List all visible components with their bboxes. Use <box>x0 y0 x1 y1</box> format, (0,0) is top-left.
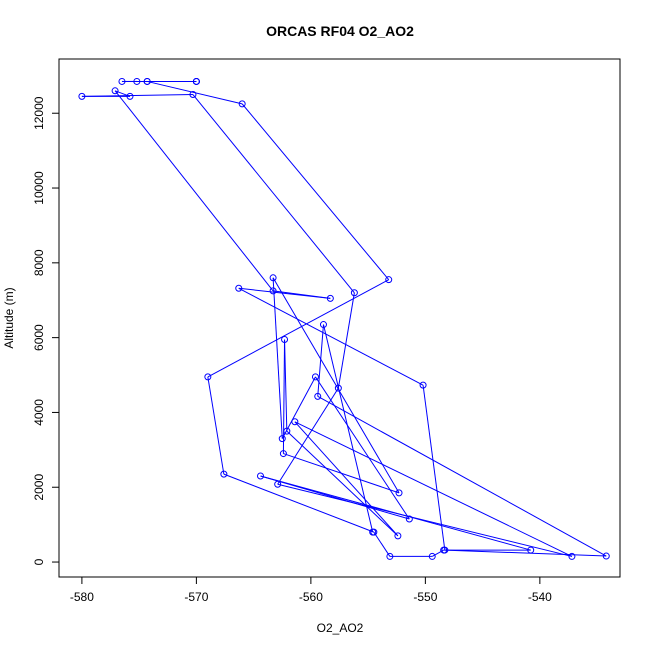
data-point <box>369 528 377 536</box>
series-points <box>78 77 610 560</box>
data-point <box>291 418 299 426</box>
data-point <box>118 77 126 85</box>
series-segment <box>294 421 573 557</box>
x-tick-label: -560 <box>299 590 323 604</box>
series-segment <box>114 90 274 292</box>
data-point <box>394 532 402 540</box>
series-segment <box>284 339 288 432</box>
series-segment <box>277 483 573 557</box>
data-point <box>269 274 277 282</box>
x-axis-label: O2_AO2 <box>317 621 364 635</box>
series-segment <box>373 531 391 557</box>
chart-title: ORCAS RF04 O2_AO2 <box>266 23 414 39</box>
data-point <box>220 470 228 478</box>
data-point <box>311 373 319 381</box>
data-point <box>133 77 141 85</box>
x-axis: -580 -570 -560 -550 -540 <box>70 577 552 604</box>
data-point <box>235 284 243 292</box>
data-point <box>189 91 197 99</box>
data-point <box>405 515 413 523</box>
data-point <box>568 552 576 560</box>
data-point <box>386 552 394 560</box>
y-axis-label: Altitude (m) <box>2 287 16 348</box>
data-point <box>279 450 287 458</box>
series-segment <box>317 395 607 557</box>
x-tick-label: -540 <box>528 590 552 604</box>
y-tick-label: 2000 <box>32 474 46 501</box>
data-point <box>204 373 212 381</box>
series-segment <box>207 279 389 378</box>
series-segment <box>272 277 283 439</box>
y-tick-label: 12000 <box>32 96 46 130</box>
data-point <box>238 100 246 108</box>
y-tick-label: 0 <box>32 558 46 565</box>
series-segment <box>422 385 446 551</box>
series-lines <box>81 80 607 557</box>
series-segment <box>322 324 374 533</box>
series-segment <box>277 387 339 485</box>
data-point <box>385 276 393 284</box>
series-segment <box>337 292 355 389</box>
data-point <box>143 77 151 85</box>
y-axis: 0 2000 4000 6000 8000 10000 12000 <box>32 96 59 565</box>
data-point <box>126 92 134 100</box>
data-point <box>257 472 265 480</box>
series-segment <box>444 549 607 557</box>
data-point <box>314 392 322 400</box>
data-point <box>527 546 535 554</box>
data-point <box>278 435 286 443</box>
data-point <box>192 77 200 85</box>
data-point <box>428 552 436 560</box>
data-point <box>283 427 291 435</box>
series-segment <box>238 287 424 386</box>
series-segment <box>223 473 375 533</box>
plot-frame <box>58 58 621 578</box>
data-point <box>395 489 403 497</box>
data-point <box>602 552 610 560</box>
x-tick-label: -580 <box>70 590 94 604</box>
series-segment <box>192 94 355 294</box>
series-segment <box>286 430 399 537</box>
data-point <box>441 546 449 554</box>
data-point <box>269 287 277 295</box>
y-tick-label: 4000 <box>32 399 46 426</box>
series-segment <box>207 376 225 475</box>
data-point <box>350 289 358 297</box>
data-point <box>319 321 327 329</box>
data-point <box>419 381 427 389</box>
data-point <box>78 92 86 100</box>
x-tick-label: -550 <box>413 590 437 604</box>
series-segment <box>315 376 410 520</box>
series-segment <box>282 339 286 454</box>
data-point <box>111 87 119 95</box>
data-point <box>326 294 334 302</box>
series-segment <box>241 103 390 280</box>
y-tick-label: 6000 <box>32 324 46 351</box>
data-point <box>334 384 342 392</box>
data-point <box>281 336 289 344</box>
series-segment <box>317 324 324 397</box>
data-point <box>274 480 282 488</box>
series-segment <box>238 287 331 299</box>
y-tick-label: 10000 <box>32 171 46 205</box>
x-tick-label: -570 <box>184 590 208 604</box>
series-segment <box>147 80 243 105</box>
series-segment <box>260 475 410 520</box>
series-segment <box>294 421 399 537</box>
y-tick-label: 8000 <box>32 249 46 276</box>
series-segment <box>272 277 400 494</box>
